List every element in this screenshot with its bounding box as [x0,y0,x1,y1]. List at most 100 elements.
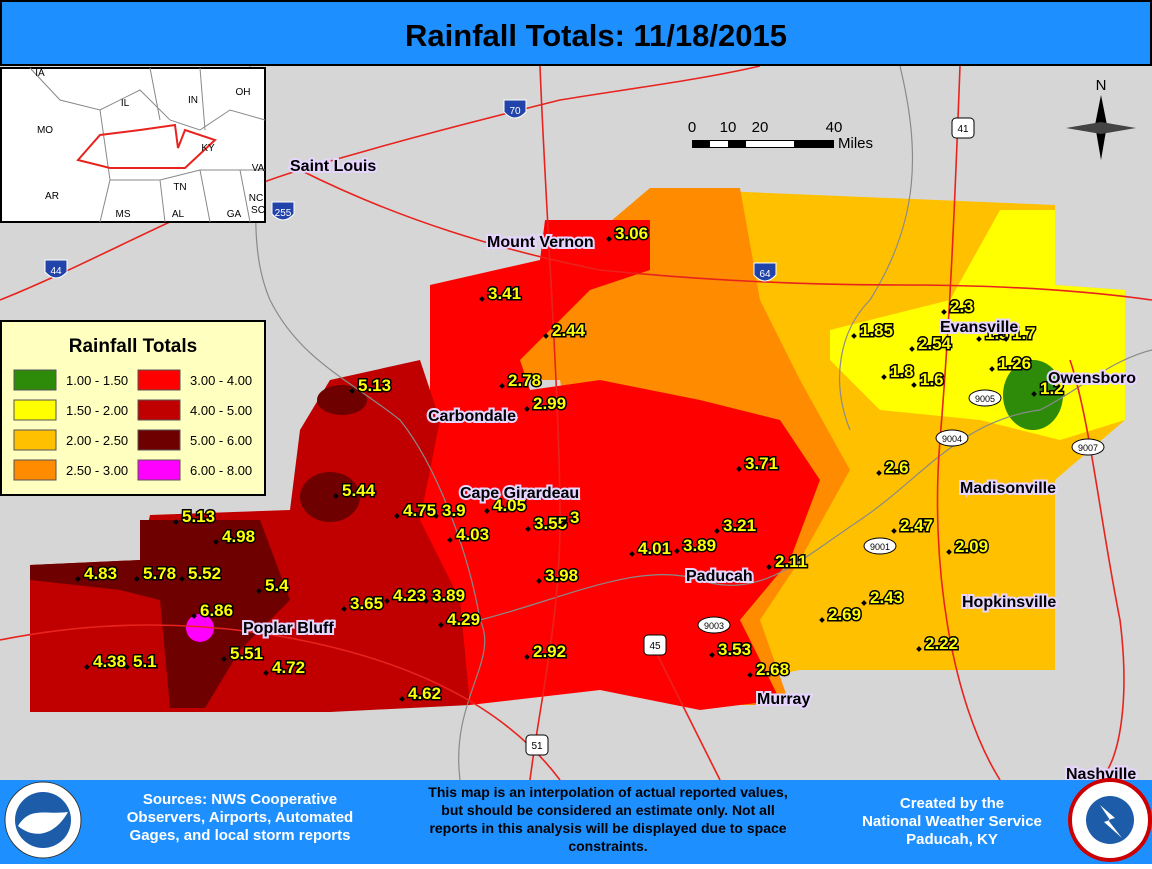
scale-bar: Miles 0 10 20 40 [688,119,873,152]
rainfall-value: 2.47 [900,516,933,535]
report-marker [561,520,567,526]
noaa-logo [18,812,68,834]
rainfall-value: 2.6 [885,458,909,477]
report-marker [946,549,952,555]
rainfall-value: 5.1 [133,652,157,671]
rainfall-value: 4.03 [456,525,489,544]
shield-label: 9005 [975,394,995,404]
report-marker [851,333,857,339]
inset-label: NC [249,193,263,204]
report-marker [341,606,347,612]
rainfall-value: 5.44 [342,481,376,500]
rainfall-value: 6.86 [200,601,233,620]
north-arrow: N [1066,77,1136,160]
state-shield [968,389,1002,407]
disclaimer-text: constraints. [568,838,647,854]
report-marker [479,296,485,302]
rainfall-value: 2.92 [533,642,566,661]
legend-swatch [13,369,57,391]
rainfall-value: 1.6 [920,370,944,389]
scale-bar-fill [746,141,794,147]
scale-bar-fill [710,141,728,147]
legend-swatch [137,399,181,421]
shield-label: 9007 [1078,443,1098,453]
report-marker [1003,336,1009,342]
rainfall-value: 1.8 [890,362,914,381]
report-marker [213,539,219,545]
rainfall-value: 5.4 [265,576,289,595]
rainfall-value: 4.72 [272,658,305,677]
report-marker [221,656,227,662]
legend-label: 2.50 - 3.00 [66,463,128,478]
report-marker [438,622,444,628]
report-marker [747,672,753,678]
legend-swatch [137,369,181,391]
city-label: Saint Louis [290,158,376,175]
rainfall-value: 2.68 [756,660,789,679]
rainfall-value: 3.89 [683,536,716,555]
rainfall-value: 2.54 [918,334,952,353]
rainfall-value: 3.55 [534,514,567,533]
us-shield [525,734,549,756]
rainfall-value: 3.06 [615,224,648,243]
report-marker [433,513,439,519]
rainfall-value: 2.09 [955,537,988,556]
report-marker [525,526,531,532]
legend: Rainfall Totals 1.00 - 1.50 1.50 - 2.00 2.… [0,320,266,496]
shield-label: 255 [275,208,292,219]
rainfall-value: 4.29 [447,610,480,629]
report-marker [674,548,680,554]
rainfall-value: 2.69 [828,605,861,624]
report-marker [84,664,90,670]
city-label: Evansville [940,319,1018,336]
report-marker [629,551,635,557]
shield-label: 9003 [704,621,724,631]
credit-text: Paducah, KY [906,831,998,848]
rainfall-value: 4.23 [393,586,426,605]
city-label: Paducah [686,568,753,585]
rainfall-value: 3 [570,508,579,527]
city-labels: Saint Louis Mount Vernon Carbondale Cape Gi… [241,156,1138,785]
rainfall-value: 3.21 [723,516,756,535]
report-marker [447,537,453,543]
legend-label: 3.00 - 4.00 [190,373,252,388]
city-label: Poplar Bluff [243,620,334,637]
report-marker [333,493,339,499]
region-6-8 [186,614,214,642]
inset-label: SC [251,205,265,216]
inset-map [0,67,266,223]
inset-label: AR [45,191,59,202]
state-shield [697,616,731,634]
city-label: Cape Girardeau [460,485,579,502]
rainfall-value: 1.7 [1012,324,1036,343]
city-label: Murray [757,691,810,708]
region-3-4 [400,220,820,710]
rainfall-value: 4.62 [408,684,441,703]
rainfall-value: 3.65 [350,594,383,613]
us-shield [643,634,667,656]
scale-tick: 10 [720,119,737,136]
report-marker [876,470,882,476]
region-5-6 [300,472,360,522]
legend-swatch [13,429,57,451]
report-marker [75,576,81,582]
rainfall-value: 5.52 [188,564,221,583]
legend-swatch [137,459,181,481]
disclaimer-text: but should be considered an estimate onl… [441,802,774,818]
rainfall-reports: 3.063.412.442.782.995.131.852.32.541.5 1.… [75,223,1065,705]
report-marker [173,519,179,525]
report-marker [394,513,400,519]
inset-frame [0,67,266,223]
rainfall-value: 4.05 [493,496,526,515]
rainfall-value: 2.78 [508,371,541,390]
title: Rainfall Totals: 11/18/2015 [405,18,787,53]
city-label: Carbondale [428,408,516,425]
legend-swatch [137,429,181,451]
inset-label: MS [116,209,131,220]
rainfall-value: 2.3 [950,297,974,316]
report-marker [976,336,982,342]
legend-title: Rainfall Totals [69,336,197,357]
interstate-shield [753,262,777,282]
inset-label: OH [236,87,251,98]
